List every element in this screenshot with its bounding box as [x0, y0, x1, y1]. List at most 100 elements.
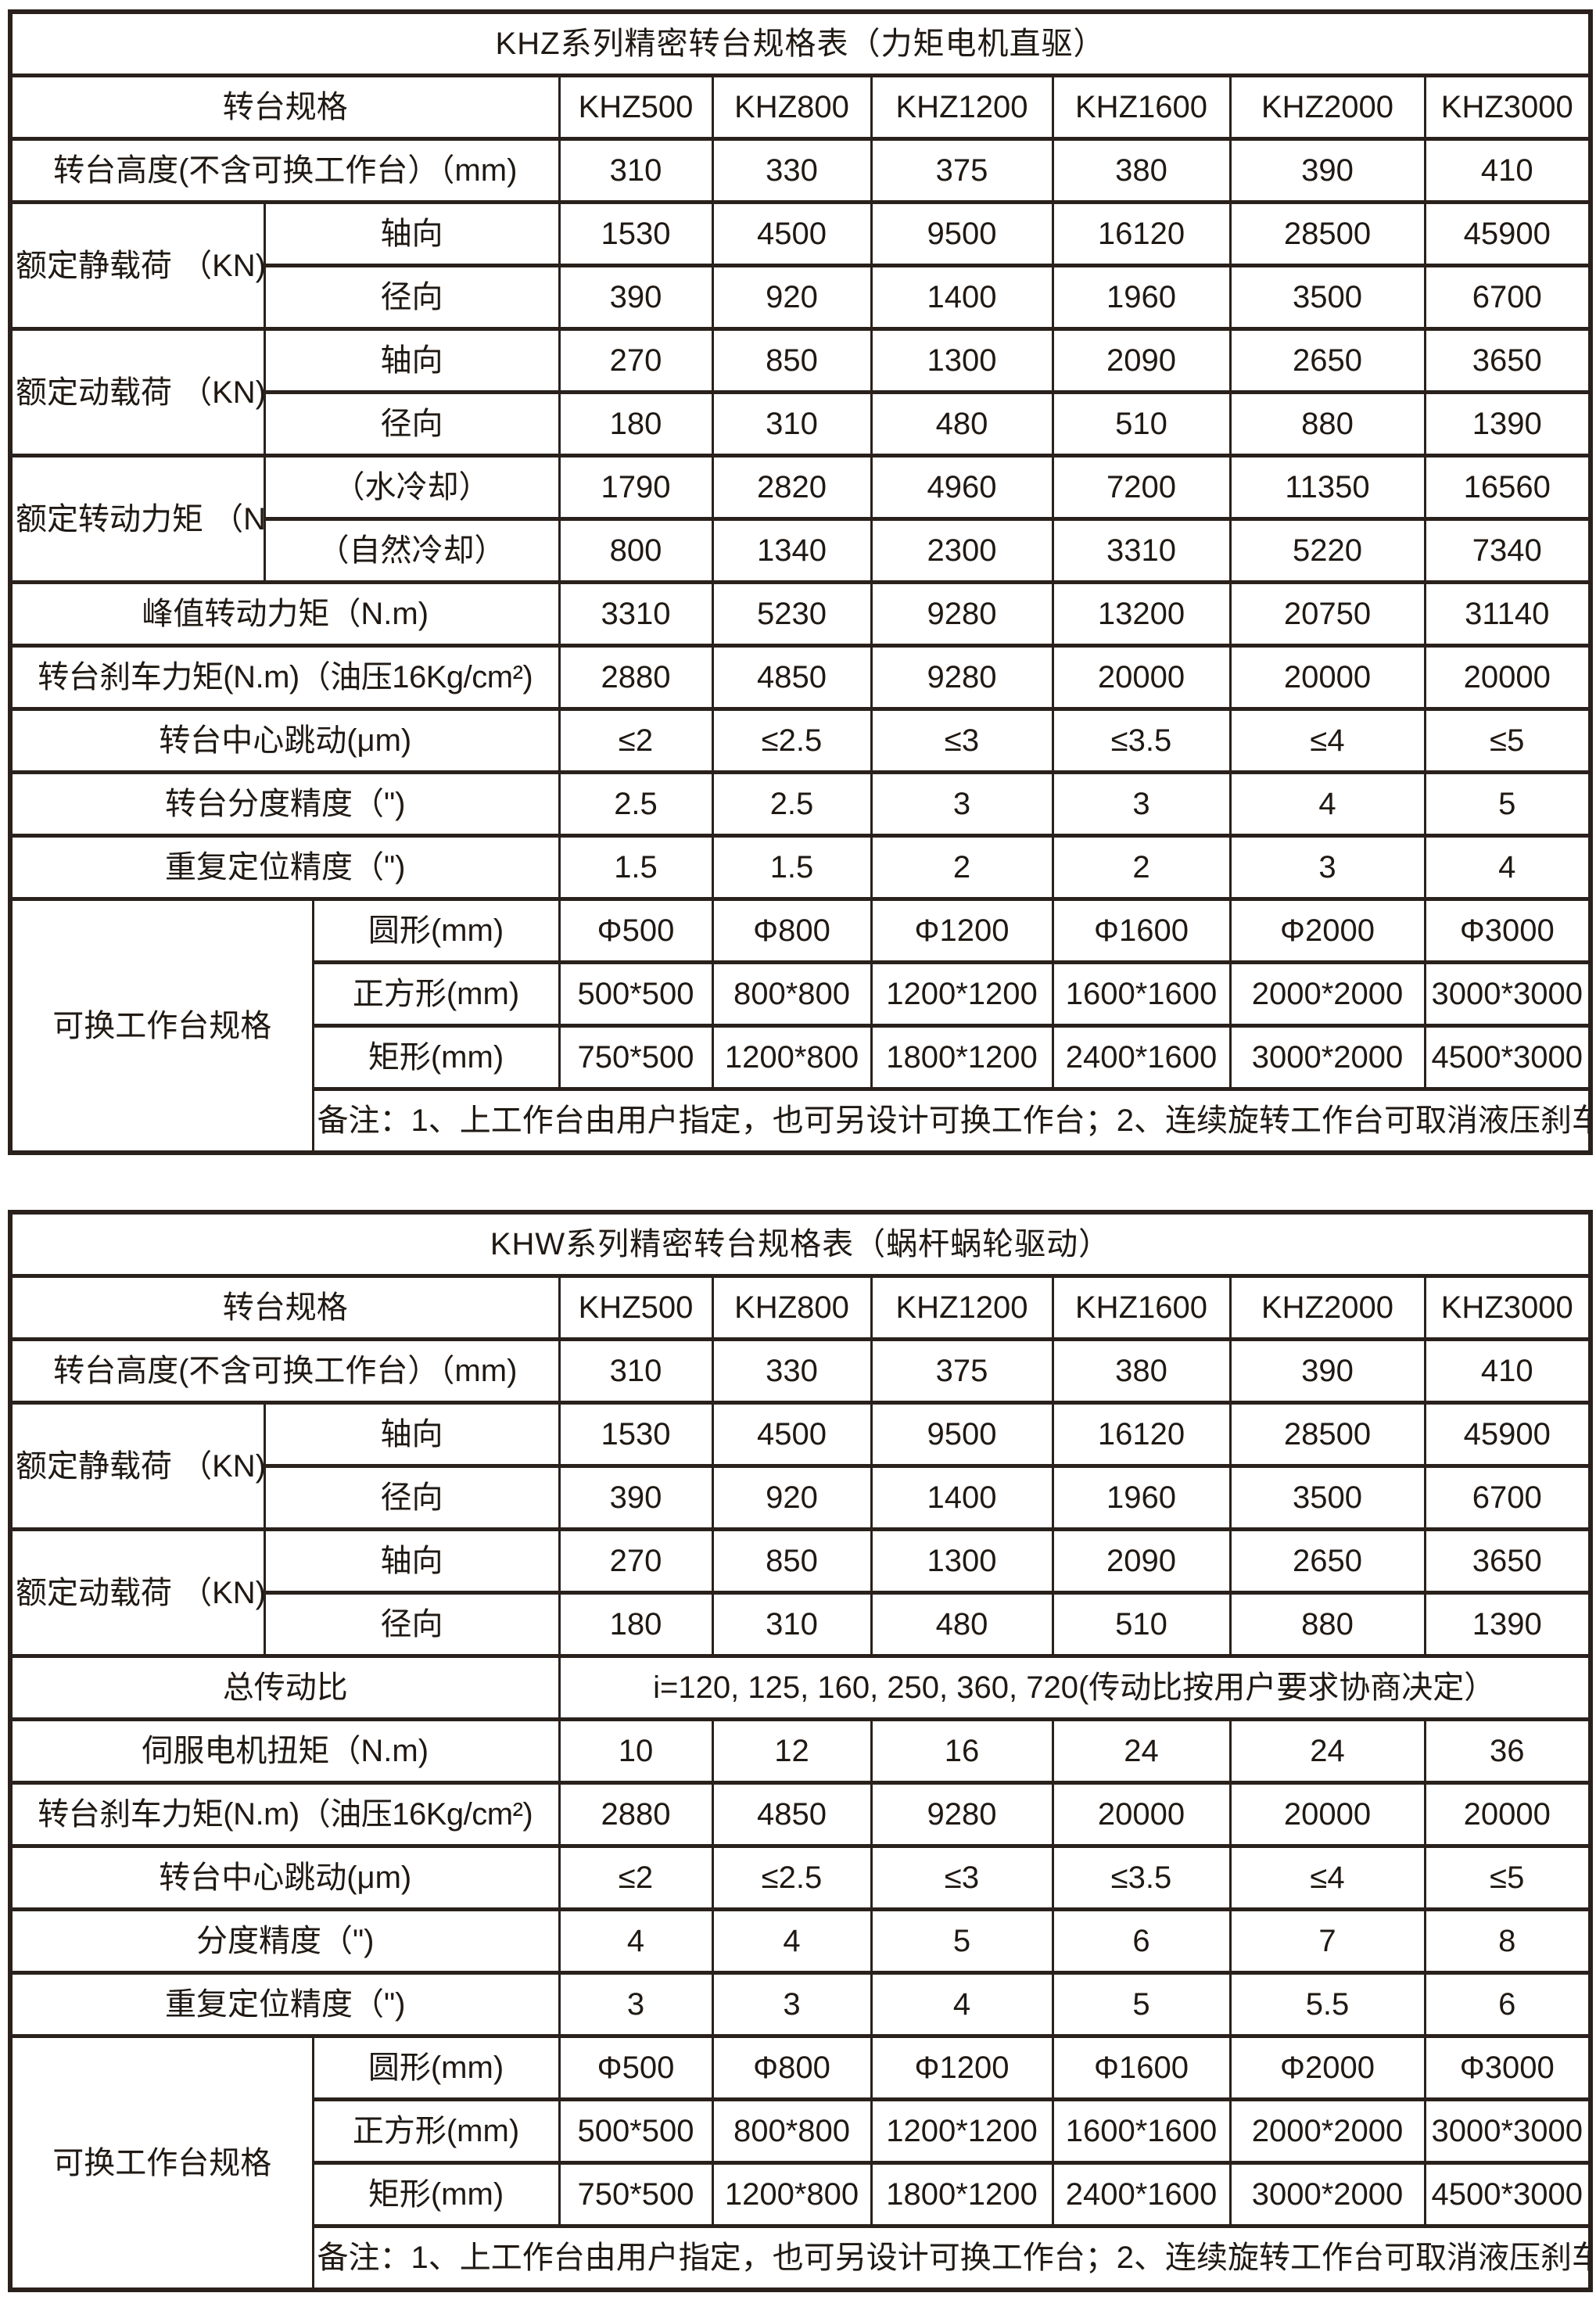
sublabel-radial: 径向	[263, 1464, 561, 1531]
value-cell: 1530	[558, 1401, 714, 1468]
value-cell: 9500	[870, 1401, 1054, 1468]
value-cell: ≤3	[870, 1844, 1054, 1911]
value-cell: 24	[1051, 1717, 1232, 1785]
value-cell: 4	[1228, 770, 1426, 838]
value-cell: 10	[558, 1717, 714, 1785]
value-cell: 20000	[1051, 1781, 1232, 1848]
label-indexing-accuracy: 转台分度精度（")	[9, 770, 561, 838]
model-header: KHZ800	[711, 74, 873, 141]
label-repeatability: 重复定位精度（")	[9, 1971, 561, 2038]
model-header: KHZ800	[711, 1274, 873, 1341]
table-title: KHZ系列精密转台规格表（力矩电机直驱）	[9, 9, 1592, 77]
value-cell: Φ1600	[1051, 897, 1232, 964]
value-cell: 1400	[870, 1464, 1054, 1531]
value-cell: 4	[558, 1907, 714, 1975]
value-cell: 2090	[1051, 327, 1232, 394]
row-note: 备注：1、上工作台由用户指定，也可另设计可换工作台；2、连续旋转工作台可取消液压…	[10, 1087, 1592, 1155]
value-cell: 375	[870, 1337, 1054, 1405]
value-cell: ≤3.5	[1051, 707, 1232, 774]
label-peak-torque: 峰值转动力矩（N.m)	[9, 580, 561, 648]
value-cell: 920	[711, 264, 873, 331]
value-cell: 1600*1600	[1051, 960, 1232, 1028]
value-cell: 1390	[1423, 390, 1592, 458]
value-cell: 13200	[1051, 580, 1232, 648]
value-cell: 1800*1200	[870, 2161, 1054, 2228]
row-worktable-rect: 矩形(mm) 750*500 1200*800 1800*1200 2400*1…	[10, 1024, 1592, 1091]
value-cell: 7200	[1051, 454, 1232, 521]
label-worktable: 可换工作台规格	[9, 2034, 314, 2292]
value-cell: ≤3.5	[1051, 1844, 1232, 1911]
model-header: KHZ3000	[1423, 74, 1592, 141]
value-cell: 20000	[1228, 1781, 1426, 1848]
label-runout: 转台中心跳动(μm)	[9, 707, 561, 774]
label-brake-torque: 转台刹车力矩(N.m)（油压16Kg/cm²)	[9, 644, 561, 711]
label-rated-torque: 额定转动力矩 （N.m)	[9, 454, 266, 584]
header-row: 转台规格 KHZ500 KHZ800 KHZ1200 KHZ1600 KHZ20…	[9, 1274, 1592, 1341]
value-cell: 9500	[870, 200, 1054, 267]
value-cell: 3	[1051, 770, 1232, 838]
value-cell: 2880	[558, 1781, 714, 1848]
value-cell: 20000	[1228, 644, 1426, 711]
value-cell: Φ500	[558, 2034, 714, 2101]
label-static-load: 额定静载荷 （KN)	[9, 200, 266, 331]
row-worktable-rect: 矩形(mm) 750*500 1200*800 1800*1200 2400*1…	[10, 2161, 1592, 2228]
value-cell: 920	[711, 1464, 873, 1531]
row-dynamic-axial: 额定动载荷 （KN) 轴向 270 850 1300 2090 2650 365…	[9, 1527, 1592, 1658]
value-cell: 2300	[870, 517, 1054, 584]
row-static-axial: 额定静载荷 （KN) 轴向 1530 4500 9500 16120 28500…	[9, 200, 1592, 331]
model-header: KHZ2000	[1228, 1274, 1426, 1341]
ratio-value: i=120, 125, 160, 250, 360, 720(传动比按用户要求协…	[558, 1654, 1592, 1721]
value-cell: 800*800	[711, 960, 873, 1028]
row-brake-torque: 转台刹车力矩(N.m)（油压16Kg/cm²) 2880 4850 9280 2…	[9, 644, 1592, 711]
value-cell: 270	[558, 1527, 714, 1595]
value-cell: 800*800	[711, 2097, 873, 2165]
value-cell: 2000*2000	[1228, 2097, 1426, 2165]
label-brake-torque: 转台刹车力矩(N.m)（油压16Kg/cm²)	[9, 1781, 561, 1848]
value-cell: 2.5	[558, 770, 714, 838]
value-cell: 1800*1200	[870, 1024, 1054, 1091]
label-total-ratio: 总传动比	[9, 1654, 561, 1721]
row-dynamic-radial: 径向 180 310 480 510 880 1390	[10, 1591, 1592, 1658]
label-static-load: 额定静载荷 （KN)	[9, 1401, 266, 1531]
value-cell: 24	[1228, 1717, 1426, 1785]
value-cell: ≤4	[1228, 1844, 1426, 1911]
sublabel-square: 正方形(mm)	[311, 2097, 561, 2165]
value-cell: 16	[870, 1717, 1054, 1785]
label-repeatability: 重复定位精度（")	[9, 834, 561, 901]
value-cell: 11350	[1228, 454, 1426, 521]
title-row: KHW系列精密转台规格表（蜗杆蜗轮驱动）	[9, 1210, 1592, 1278]
row-worktable-round: 可换工作台规格 圆形(mm) Φ500 Φ800 Φ1200 Φ1600 Φ20…	[9, 2034, 1592, 2292]
value-cell: 500*500	[558, 2097, 714, 2165]
value-cell: 4500*3000	[1423, 1024, 1592, 1091]
value-cell: ≤3	[870, 707, 1054, 774]
value-cell: 4960	[870, 454, 1054, 521]
row-static-axial: 额定静载荷 （KN) 轴向 1530 4500 9500 16120 28500…	[9, 1401, 1592, 1531]
row-runout: 转台中心跳动(μm) ≤2 ≤2.5 ≤3 ≤3.5 ≤4 ≤5	[9, 707, 1592, 774]
khw-spec-table: KHW系列精密转台规格表（蜗杆蜗轮驱动） 转台规格 KHZ500 KHZ800 …	[8, 1210, 1593, 2292]
sublabel-axial: 轴向	[263, 327, 561, 394]
row-note: 备注：1、上工作台由用户指定，也可另设计可换工作台；2、连续旋转工作台可取消液压…	[10, 2224, 1592, 2292]
value-cell: 1300	[870, 1527, 1054, 1595]
value-cell: 4500	[711, 1401, 873, 1468]
value-cell: 1600*1600	[1051, 2097, 1232, 2165]
value-cell: Φ500	[558, 897, 714, 964]
value-cell: 20000	[1051, 644, 1232, 711]
value-cell: 20000	[1423, 644, 1592, 711]
label-height: 转台高度(不含可换工作台）（mm)	[9, 1337, 561, 1405]
label-servo-torque: 伺服电机扭矩（N.m)	[9, 1717, 561, 1785]
sublabel-radial: 径向	[263, 1591, 561, 1658]
value-cell: ≤2.5	[711, 707, 873, 774]
label-indexing-accuracy: 分度精度（")	[9, 1907, 561, 1975]
value-cell: 2.5	[711, 770, 873, 838]
value-cell: 2400*1600	[1051, 1024, 1232, 1091]
value-cell: 3500	[1228, 264, 1426, 331]
row-peak-torque: 峰值转动力矩（N.m) 3310 5230 9280 13200 20750 3…	[9, 580, 1592, 648]
value-cell: 3000*2000	[1228, 1024, 1426, 1091]
value-cell: 45900	[1423, 1401, 1592, 1468]
value-cell: 45900	[1423, 200, 1592, 267]
title-row: KHZ系列精密转台规格表（力矩电机直驱）	[9, 9, 1592, 77]
sublabel-water-cooled: （水冷却）	[263, 454, 561, 521]
row-height: 转台高度(不含可换工作台）（mm) 310 330 375 380 390 41…	[9, 1337, 1592, 1405]
value-cell: 16560	[1423, 454, 1592, 521]
value-cell: 3000*3000	[1423, 960, 1592, 1028]
